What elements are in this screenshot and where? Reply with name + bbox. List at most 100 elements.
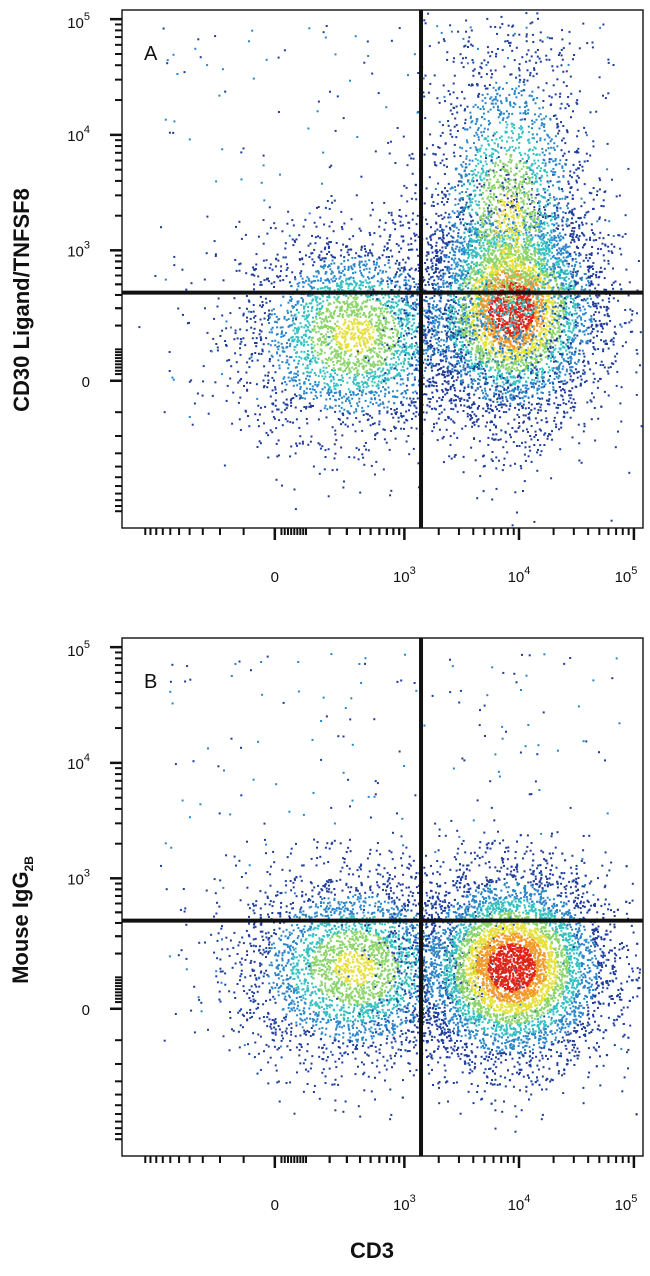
event-dot [369, 351, 372, 354]
event-dot [284, 242, 287, 245]
event-dot [399, 269, 402, 272]
event-dot [440, 404, 442, 407]
event-dot [340, 446, 343, 449]
event-dot [468, 315, 471, 317]
event-dot [390, 211, 393, 214]
event-dot [390, 408, 393, 410]
event-dot [357, 458, 360, 461]
event-dot [328, 289, 331, 291]
event-dot [344, 350, 347, 353]
event-dot [553, 402, 556, 405]
event-dot [460, 351, 463, 354]
event-dot [320, 348, 323, 351]
event-dot [574, 304, 577, 307]
event-dot [435, 264, 438, 266]
event-dot [313, 325, 316, 328]
event-dot [401, 346, 404, 349]
event-dot [360, 308, 363, 311]
event-dot [323, 318, 326, 321]
event-dot [616, 352, 619, 355]
event-dot [403, 318, 406, 321]
event-dot [321, 305, 324, 307]
event-dot [395, 284, 398, 287]
event-dot [320, 265, 322, 268]
event-dot [258, 440, 261, 443]
event-dot [414, 356, 417, 359]
event-dot [371, 380, 374, 383]
event-dot [513, 360, 516, 363]
event-dot [543, 260, 545, 263]
event-dot [340, 378, 343, 381]
event-dot [382, 468, 385, 471]
event-dot [343, 360, 346, 363]
event-dot [397, 313, 400, 316]
event-dot [254, 315, 257, 317]
event-dot [297, 326, 300, 329]
event-dot [491, 460, 494, 462]
event-dot [567, 330, 570, 333]
event-dot [393, 344, 396, 347]
event-dot [311, 294, 314, 297]
event-dot [323, 248, 326, 251]
event-dot [372, 375, 375, 378]
event-dot [426, 267, 429, 269]
event-dot [527, 305, 530, 308]
event-dot [273, 379, 275, 382]
event-dot [352, 326, 355, 329]
event-dot [346, 300, 349, 303]
event-dot [321, 306, 323, 309]
event-dot [363, 343, 366, 346]
event-dot [362, 456, 365, 459]
event-dot [376, 383, 379, 386]
event-dot [426, 300, 429, 303]
event-dot [620, 386, 623, 389]
event-dot [305, 279, 308, 282]
event-dot [344, 320, 347, 323]
event-dot [382, 373, 385, 376]
event-dot [449, 285, 452, 288]
event-dot [252, 304, 255, 306]
event-dot [282, 350, 285, 353]
event-dot [418, 384, 420, 387]
event-dot [372, 377, 374, 380]
event-dot [452, 356, 455, 359]
event-dot [236, 337, 239, 340]
event-dot [368, 267, 371, 270]
event-dot [294, 278, 297, 281]
event-dot [587, 339, 590, 342]
event-dot [328, 281, 331, 284]
event-dot [388, 266, 391, 269]
event-dot [605, 288, 608, 291]
event-dot [464, 298, 467, 301]
event-dot [360, 260, 363, 263]
event-dot [286, 309, 289, 312]
event-dot [520, 467, 523, 470]
event-dot [361, 323, 364, 326]
event-dot [390, 214, 393, 217]
event-dot [330, 391, 333, 394]
event-dot [563, 359, 566, 362]
event-dot [386, 276, 389, 279]
event-dot [519, 352, 522, 355]
event-dot [397, 356, 400, 358]
event-dot [337, 346, 340, 349]
event-dot [339, 360, 342, 363]
event-dot [282, 347, 285, 350]
event-dot [356, 326, 359, 328]
event-dot [261, 301, 264, 303]
event-dot [343, 268, 346, 271]
event-dot [416, 397, 419, 400]
event-dot [335, 338, 338, 341]
event-dot [390, 376, 393, 379]
event-dot [373, 364, 376, 367]
event-dot [528, 321, 531, 324]
event-dot [305, 358, 308, 361]
event-dot [600, 322, 603, 325]
event-dot [333, 301, 336, 304]
event-dot [386, 349, 388, 352]
event-dot [350, 338, 353, 341]
event-dot [356, 361, 358, 364]
event-dot [490, 282, 493, 285]
event-dot [394, 280, 397, 283]
event-dot [353, 280, 356, 283]
